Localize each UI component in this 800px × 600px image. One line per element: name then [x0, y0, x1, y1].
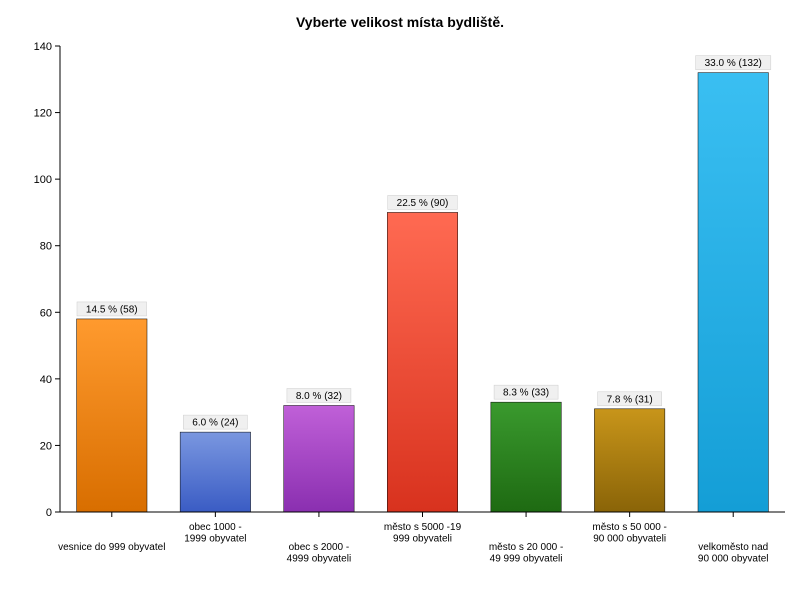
x-category-label: město s 5000 -19999 obyvateli	[384, 522, 462, 545]
svg-text:100: 100	[34, 174, 52, 186]
bar-value-label: 6.0 % (24)	[192, 418, 238, 429]
x-category-label: obec 1000 -1999 obyvatel	[184, 522, 246, 545]
bar	[77, 319, 147, 512]
bar	[491, 402, 561, 512]
svg-text:80: 80	[40, 241, 52, 253]
svg-text:120: 120	[34, 108, 52, 120]
x-category-label: město s 20 000 -49 999 obyvateli	[489, 542, 563, 565]
svg-text:60: 60	[40, 307, 52, 319]
chart-svg: 0 20 40 60 80 100 120 140 14.5 % (58) 6.0 % (24) 8…	[0, 34, 800, 594]
svg-text:40: 40	[40, 374, 52, 386]
bar-value-label: 8.0 % (32)	[296, 391, 342, 402]
bar-value-label: 14.5 % (58)	[86, 304, 138, 315]
bar-value-label: 33.0 % (132)	[705, 58, 762, 69]
x-category-label: obec s 2000 -4999 obyvateli	[287, 542, 352, 565]
bar-chart: 0 20 40 60 80 100 120 140 14.5 % (58) 6.0 % (24) 8…	[0, 34, 800, 594]
bar-value-label: 8.3 % (33)	[503, 388, 549, 399]
x-category-label: město s 50 000 -90 000 obyvateli	[592, 522, 666, 545]
x-category-label: vesnice do 999 obyvatel	[58, 542, 165, 553]
bar	[284, 405, 354, 512]
bar-value-label: 7.8 % (31)	[607, 394, 653, 405]
bar	[387, 212, 457, 512]
bar-value-label: 22.5 % (90)	[397, 198, 449, 209]
bar	[180, 432, 250, 512]
svg-text:140: 140	[34, 41, 52, 53]
bar	[698, 73, 768, 512]
svg-text:0: 0	[46, 507, 52, 519]
bar	[594, 409, 664, 512]
chart-title: Vyberte velikost místa bydliště.	[0, 0, 800, 34]
svg-text:20: 20	[40, 440, 52, 452]
x-category-label: velkoměsto nad90 000 obyvatel	[698, 542, 769, 565]
